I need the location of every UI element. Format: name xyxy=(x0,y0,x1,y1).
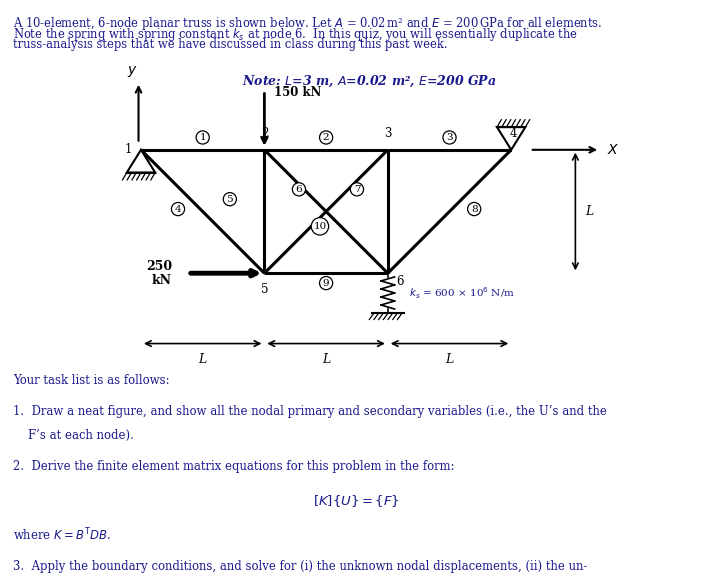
Text: Your task list is as follows:: Your task list is as follows: xyxy=(13,374,169,387)
Text: 1: 1 xyxy=(199,133,206,142)
Text: 3.  Apply the boundary conditions, and solve for (i) the unknown nodal displacem: 3. Apply the boundary conditions, and so… xyxy=(13,560,587,572)
Text: 3: 3 xyxy=(446,133,453,142)
Text: L: L xyxy=(446,353,454,367)
Text: 8: 8 xyxy=(471,205,478,213)
Text: 1.  Draw a neat figure, and show all the nodal primary and secondary variables (: 1. Draw a neat figure, and show all the … xyxy=(13,405,607,418)
Text: 2.  Derive the finite element matrix equations for this problem in the form:: 2. Derive the finite element matrix equa… xyxy=(13,460,454,473)
Text: Note: $L$=3 m, $A$=0.02 m², $E$=200 GPa: Note: $L$=3 m, $A$=0.02 m², $E$=200 GPa xyxy=(242,73,496,89)
Text: 4: 4 xyxy=(174,205,182,213)
Text: 1: 1 xyxy=(125,143,132,157)
Text: 5: 5 xyxy=(261,283,268,296)
Text: truss-analysis steps that we have discussed in class during this past week.: truss-analysis steps that we have discus… xyxy=(13,38,447,50)
Text: $y$: $y$ xyxy=(127,64,137,79)
Text: where $K = B^{\mathsf{T}}DB$.: where $K = B^{\mathsf{T}}DB$. xyxy=(13,526,111,543)
Text: 9: 9 xyxy=(323,278,330,288)
Text: 2: 2 xyxy=(323,133,330,142)
Text: 150 kN: 150 kN xyxy=(274,86,322,99)
Text: 4: 4 xyxy=(510,127,518,140)
Text: 250
kN: 250 kN xyxy=(146,260,172,287)
Text: F’s at each node).: F’s at each node). xyxy=(13,429,134,442)
Text: 2: 2 xyxy=(261,127,268,140)
Polygon shape xyxy=(127,150,155,172)
Text: 5: 5 xyxy=(226,195,233,204)
Polygon shape xyxy=(497,127,525,150)
Text: $[K]\{U\} = \{F\}$: $[K]\{U\} = \{F\}$ xyxy=(313,493,399,509)
Text: 3: 3 xyxy=(384,127,392,140)
Text: $k_s$ = 600 × 10$^6$ N/m: $k_s$ = 600 × 10$^6$ N/m xyxy=(409,285,515,301)
Text: $X$: $X$ xyxy=(607,143,620,157)
Text: A 10-element, 6-node planar truss is shown below. Let $A$ = 0.02$\,$m² and $E$ =: A 10-element, 6-node planar truss is sho… xyxy=(13,14,602,31)
Text: 6: 6 xyxy=(295,185,303,194)
Text: L: L xyxy=(199,353,206,367)
Text: L: L xyxy=(585,205,594,218)
Text: L: L xyxy=(322,353,330,367)
Text: 7: 7 xyxy=(354,185,360,194)
Text: Note the spring with spring constant $k_s$ at node 6.  In this quiz, you will es: Note the spring with spring constant $k_… xyxy=(13,26,578,43)
Text: 6: 6 xyxy=(397,276,404,288)
Text: 10: 10 xyxy=(313,222,327,231)
